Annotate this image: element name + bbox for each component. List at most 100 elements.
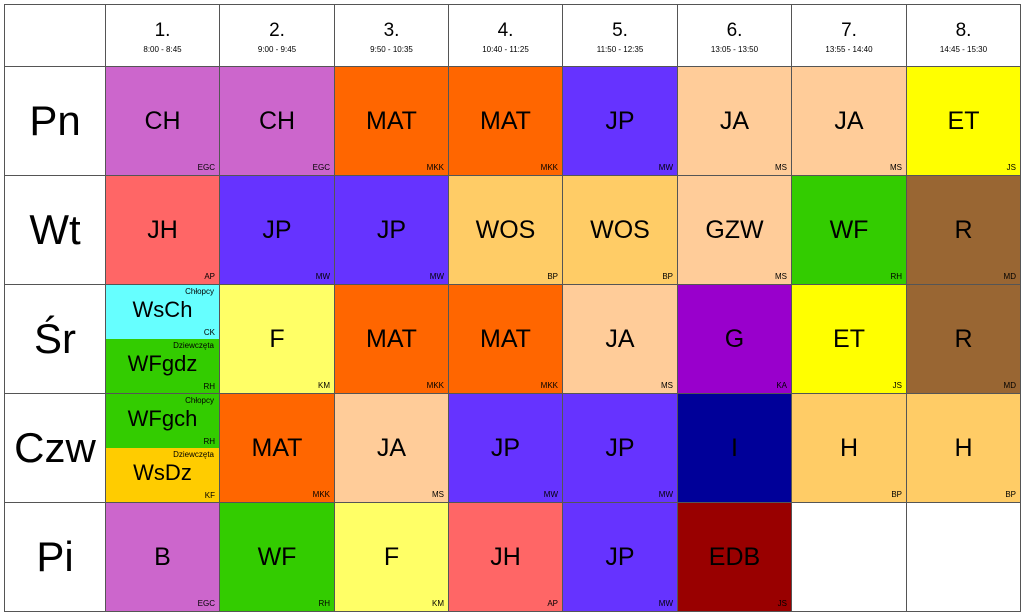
- period-time: 9:50 - 10:35: [370, 45, 413, 54]
- teacher-code: RH: [203, 437, 215, 446]
- lesson-cell[interactable]: F KM: [219, 284, 335, 394]
- lesson-cell[interactable]: H BP: [791, 393, 907, 503]
- lesson-cell[interactable]: WOS BP: [448, 175, 563, 285]
- teacher-code: JS: [1006, 163, 1016, 172]
- lesson-cell[interactable]: EDB JS: [677, 502, 792, 612]
- lesson-cell[interactable]: MAT MKK: [448, 284, 563, 394]
- subject-label: JP: [490, 433, 521, 462]
- teacher-code: MS: [890, 163, 902, 172]
- subject-label: JP: [605, 433, 635, 462]
- lesson-cell[interactable]: JH AP: [448, 502, 563, 612]
- lesson-cell[interactable]: MAT MKK: [334, 284, 449, 394]
- subject-label: WOS: [475, 215, 536, 244]
- teacher-code: MS: [661, 381, 673, 390]
- day-label: Śr: [4, 284, 106, 394]
- teacher-code: MKK: [426, 163, 444, 172]
- subject-label: WOS: [590, 215, 650, 244]
- period-number: 5.: [612, 20, 628, 41]
- lesson-cell[interactable]: ET JS: [906, 66, 1021, 176]
- lesson-cell[interactable]: WF RH: [791, 175, 907, 285]
- period-time: 13:55 - 14:40: [825, 45, 873, 54]
- lesson-cell[interactable]: GZW MS: [677, 175, 792, 285]
- teacher-code: RH: [203, 382, 215, 391]
- subject-label: H: [954, 433, 973, 462]
- lesson-cell[interactable]: JP MW: [334, 175, 449, 285]
- group-label: Chłopcy: [185, 396, 214, 405]
- lesson-cell[interactable]: CH EGC: [219, 66, 335, 176]
- subject-label: EDB: [708, 542, 761, 571]
- lesson-cell[interactable]: JP MW: [562, 393, 678, 503]
- lesson-cell[interactable]: H BP: [906, 393, 1021, 503]
- subject-label: JP: [262, 215, 292, 244]
- group-lesson-top[interactable]: Chłopcy WFgch RH: [106, 394, 219, 448]
- teacher-code: MW: [658, 599, 673, 608]
- lesson-cell[interactable]: MAT MKK: [334, 66, 449, 176]
- lesson-cell[interactable]: JA MS: [791, 66, 907, 176]
- lesson-cell[interactable]: JA MS: [334, 393, 449, 503]
- subject-label: ET: [833, 324, 865, 353]
- lesson-cell[interactable]: JA MS: [677, 66, 792, 176]
- lesson-cell[interactable]: ET JS: [791, 284, 907, 394]
- period-number: 7.: [841, 20, 857, 41]
- subject-label: F: [269, 324, 285, 353]
- lesson-cell[interactable]: G KA: [677, 284, 792, 394]
- lesson-cell[interactable]: R MD: [906, 175, 1021, 285]
- lesson-cell[interactable]: JP MW: [448, 393, 563, 503]
- group-label: Dziewczęta: [173, 450, 214, 459]
- lesson-cell[interactable]: JH AP: [105, 175, 220, 285]
- teacher-code: RH: [890, 272, 902, 281]
- teacher-code: MD: [1003, 272, 1016, 281]
- subject-label: ET: [947, 106, 980, 135]
- lesson-cell[interactable]: JP MW: [562, 502, 678, 612]
- period-header: 1. 8:00 - 8:45: [105, 4, 220, 67]
- lesson-cell[interactable]: B EGC: [105, 502, 220, 612]
- lesson-cell[interactable]: JP MW: [219, 175, 335, 285]
- teacher-code: BP: [1005, 490, 1016, 499]
- period-time: 13:05 - 13:50: [710, 45, 759, 54]
- subject-label: F: [383, 542, 400, 571]
- corner-cell: [4, 4, 106, 67]
- subject-label: JH: [490, 542, 521, 571]
- period-header: 4. 10:40 - 11:25: [448, 4, 563, 67]
- period-number: 6.: [726, 20, 743, 41]
- teacher-code: MKK: [426, 381, 444, 390]
- period-number: 2.: [269, 20, 285, 41]
- group-lesson-bottom[interactable]: Dziewczęta WFgdz RH: [106, 339, 219, 393]
- subject-label: R: [954, 324, 973, 353]
- group-lesson-bottom[interactable]: Dziewczęta WsDz KF: [106, 448, 219, 502]
- teacher-code: MW: [429, 272, 444, 281]
- split-lesson-cell[interactable]: Chłopcy WsCh CK Dziewczęta WFgdz RH: [105, 284, 220, 394]
- lesson-cell[interactable]: WOS BP: [562, 175, 678, 285]
- lesson-cell[interactable]: CH EGC: [105, 66, 220, 176]
- subject-label: JH: [147, 215, 178, 244]
- lesson-cell[interactable]: MAT MKK: [219, 393, 335, 503]
- day-label: Pi: [4, 502, 106, 612]
- lesson-cell[interactable]: JP MW: [562, 66, 678, 176]
- subject-label: WFgch: [127, 406, 198, 431]
- period-time: 8:00 - 8:45: [143, 45, 182, 54]
- lesson-cell[interactable]: JA MS: [562, 284, 678, 394]
- lesson-cell[interactable]: I: [677, 393, 792, 503]
- teacher-code: MS: [775, 163, 787, 172]
- period-number: 3.: [383, 20, 400, 41]
- teacher-code: EGC: [197, 163, 215, 172]
- subject-label: JP: [376, 215, 407, 244]
- teacher-code: BP: [547, 272, 558, 281]
- teacher-code: AP: [547, 599, 558, 608]
- period-header: 2. 9:00 - 9:45: [219, 4, 335, 67]
- subject-label: JA: [834, 106, 864, 135]
- teacher-code: MKK: [312, 490, 330, 499]
- period-number: 8.: [955, 20, 972, 41]
- group-lesson-top[interactable]: Chłopcy WsCh CK: [106, 285, 219, 339]
- subject-label: R: [954, 215, 973, 244]
- group-label: Dziewczęta: [173, 341, 214, 350]
- split-lesson-cell[interactable]: Chłopcy WFgch RH Dziewczęta WsDz KF: [105, 393, 220, 503]
- lesson-cell[interactable]: F KM: [334, 502, 449, 612]
- lesson-cell[interactable]: WF RH: [219, 502, 335, 612]
- lesson-cell[interactable]: R MD: [906, 284, 1021, 394]
- subject-label: WsCh: [132, 297, 193, 322]
- period-number: 4.: [497, 20, 514, 41]
- teacher-code: JS: [892, 381, 902, 390]
- lesson-cell[interactable]: MAT MKK: [448, 66, 563, 176]
- teacher-code: MW: [658, 490, 673, 499]
